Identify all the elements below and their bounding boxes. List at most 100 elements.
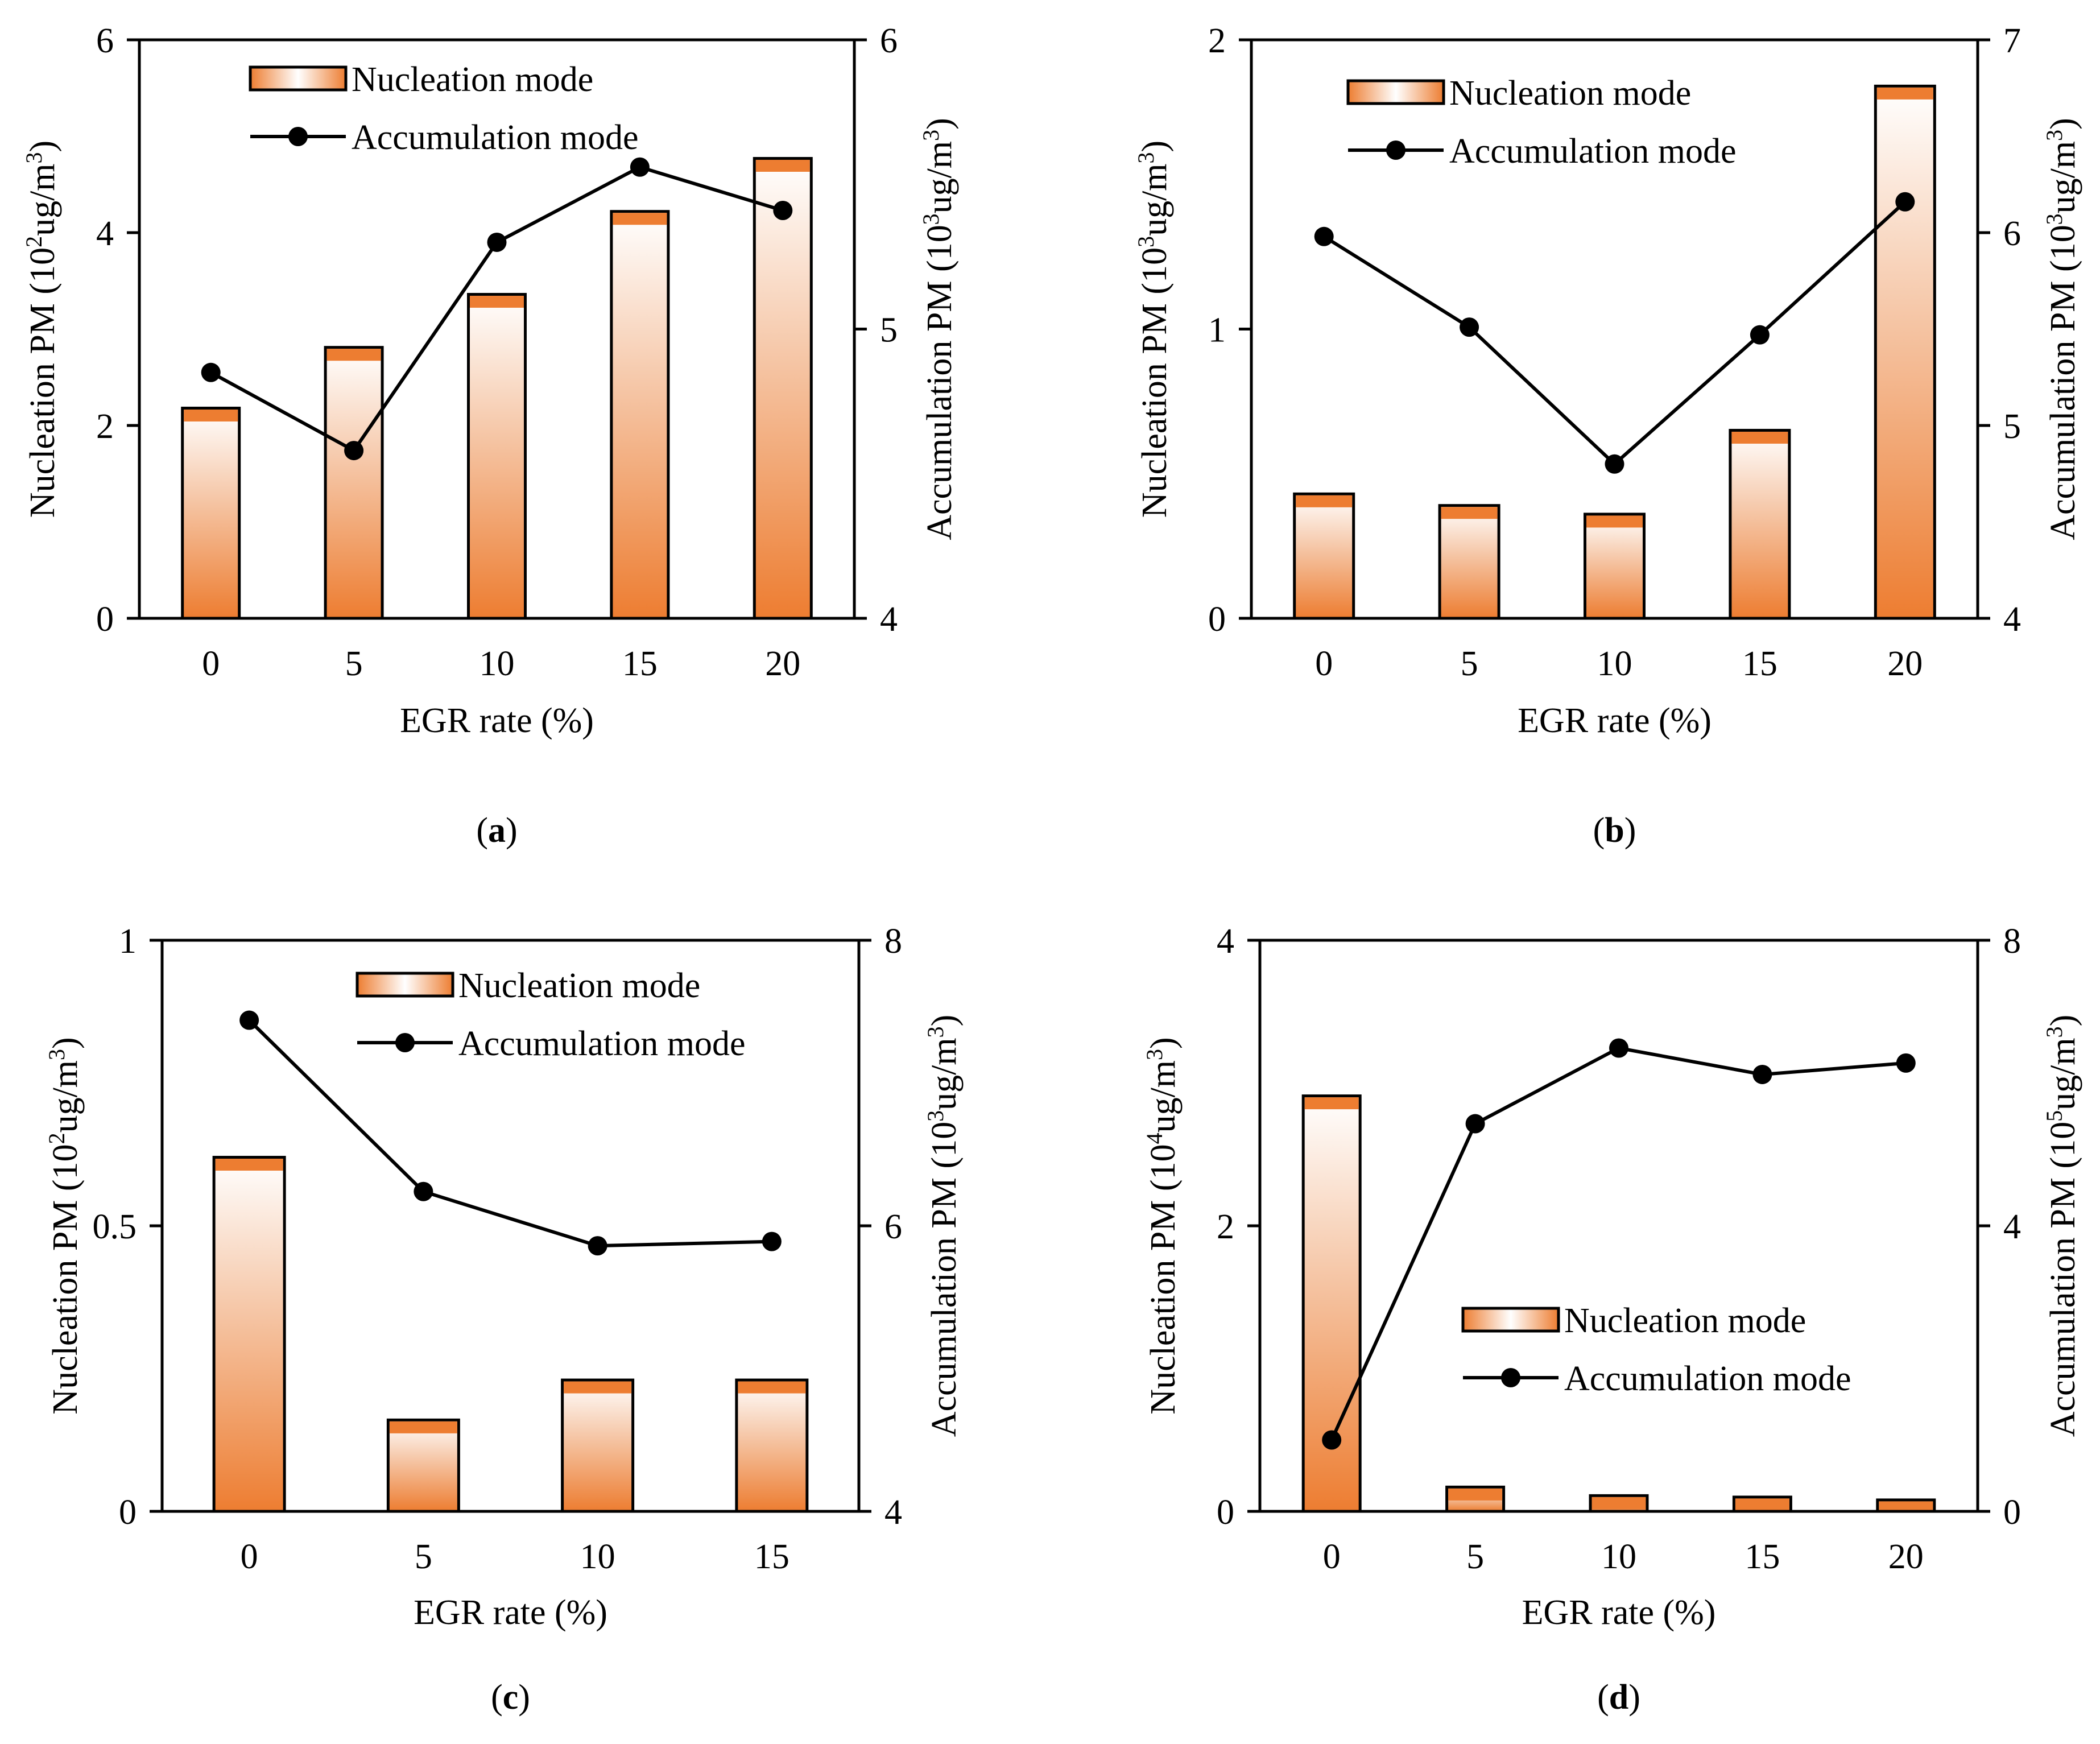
point-a-1 xyxy=(344,441,364,461)
bar-cap-b-0 xyxy=(1296,495,1353,507)
legend-label-bar-a: Nucleation mode xyxy=(352,60,593,99)
y-axis-right-text-d: Accumulation PM (105ug/m3) xyxy=(2041,1015,2082,1437)
bar-cap-c-2 xyxy=(564,1381,632,1394)
ytick-label-right-d-2: 8 xyxy=(2003,922,2021,961)
x-axis-label-d: EGR rate (%) xyxy=(1522,1593,1716,1632)
line-c xyxy=(248,1019,772,1248)
y-axis-right-text-a: Accumulation PM (103ug/m3) xyxy=(918,118,959,540)
ytick-label-right-b-3: 7 xyxy=(2003,22,2021,60)
xtick-label-d-1: 5 xyxy=(1466,1538,1484,1576)
bar-a-4 xyxy=(753,156,813,620)
legend-swatch-bar-a xyxy=(249,65,348,92)
ytick-label-left-c-0: 0 xyxy=(119,1493,137,1532)
legend-label-line-c: Accumulation mode xyxy=(458,1024,745,1063)
bar-a-2 xyxy=(467,292,527,620)
y-axis-left-text-c: Nucleation PM (102ug/m3) xyxy=(44,1037,85,1414)
xtick-label-c-2: 10 xyxy=(580,1538,615,1576)
ytick-label-right-c-0: 4 xyxy=(884,1493,902,1532)
xtick-label-c-1: 5 xyxy=(415,1538,432,1576)
ytick-label-left-d-0: 0 xyxy=(1217,1493,1234,1532)
bar-cap-d-1 xyxy=(1448,1488,1503,1501)
y-axis-right-text-c: Accumulation PM (103ug/m3) xyxy=(923,1015,964,1437)
y-axis-left-text-b: Nucleation PM (103ug/m3) xyxy=(1133,140,1174,518)
xtick-label-c-0: 0 xyxy=(241,1538,258,1576)
legend-label-bar-b: Nucleation mode xyxy=(1449,74,1691,113)
legend-label-line-a: Accumulation mode xyxy=(352,118,638,157)
ytick-label-left-c-2: 1 xyxy=(119,922,137,961)
legend-swatch-marker-c xyxy=(395,1033,415,1052)
ytick-label-right-d-0: 0 xyxy=(2003,1493,2021,1532)
bar-b-3 xyxy=(1729,428,1791,620)
y-axis-left-label-d: Nucleation PM (104ug/m3) xyxy=(1142,1037,1183,1414)
xtick-label-d-3: 15 xyxy=(1745,1538,1780,1576)
y-axis-right-text-b: Accumulation PM (103ug/m3) xyxy=(2041,118,2082,540)
chart-panel-c: 0 0.5 1 4 6 8 0 5 10 15 EGR rate (%) Nucleation PM … xyxy=(44,922,964,1717)
ytick-label-left-c-1: 0.5 xyxy=(93,1208,137,1246)
bar-c-2 xyxy=(561,1378,635,1513)
y-axis-left-label-a: Nucleation PM (102ug/m3) xyxy=(21,140,62,518)
xtick-label-a-4: 20 xyxy=(765,644,800,683)
bar-cap-c-1 xyxy=(389,1421,457,1433)
bar-c-1 xyxy=(386,1418,460,1513)
ytick-label-left-a-2: 4 xyxy=(96,214,114,253)
xtick-label-d-2: 10 xyxy=(1601,1538,1636,1576)
bar-cap-a-3 xyxy=(613,213,667,225)
point-d-3 xyxy=(1752,1064,1772,1084)
point-b-0 xyxy=(1314,226,1334,246)
ytick-label-left-b-0: 0 xyxy=(1208,600,1226,639)
legend-d: Nucleation mode Accumulation mode xyxy=(1461,1301,1851,1398)
ytick-label-left-a-3: 6 xyxy=(96,22,114,60)
legend-swatch-marker-d xyxy=(1501,1368,1520,1387)
bar-cap-a-1 xyxy=(326,349,381,361)
xtick-label-c-3: 15 xyxy=(754,1538,789,1576)
bar-cap-b-4 xyxy=(1876,87,1933,100)
legend-label-bar-c: Nucleation mode xyxy=(458,966,700,1005)
y-axis-left-text-a: Nucleation PM (102ug/m3) xyxy=(21,140,62,518)
y-axis-left-text-d: Nucleation PM (104ug/m3) xyxy=(1142,1037,1183,1414)
ytick-label-right-a-1: 5 xyxy=(880,311,898,350)
bar-c-0 xyxy=(212,1156,286,1513)
legend-b: Nucleation mode Accumulation mode xyxy=(1346,74,1736,171)
xtick-label-a-0: 0 xyxy=(202,644,220,683)
ytick-label-left-b-1: 1 xyxy=(1208,311,1226,350)
panel-label-a: (a) xyxy=(476,811,517,850)
point-d-1 xyxy=(1465,1114,1485,1134)
bar-a-1 xyxy=(324,346,384,620)
bar-cap-d-2 xyxy=(1591,1497,1646,1509)
ytick-label-right-b-1: 5 xyxy=(2003,407,2021,446)
point-c-3 xyxy=(762,1231,782,1251)
point-d-2 xyxy=(1609,1038,1628,1058)
point-b-3 xyxy=(1750,325,1770,345)
legend-label-line-b: Accumulation mode xyxy=(1449,132,1736,171)
ytick-label-left-d-1: 2 xyxy=(1217,1208,1234,1246)
panel-label-b: (b) xyxy=(1593,811,1636,850)
bar-cap-a-0 xyxy=(184,409,238,421)
chart-panel-b: 0 1 2 4 5 6 7 0 5 10 15 20 EGR rate (%) Nucleation PM… xyxy=(1133,22,2082,850)
ytick-label-right-d-1: 4 xyxy=(2003,1208,2021,1246)
bar-a-3 xyxy=(610,210,670,620)
xtick-label-b-4: 20 xyxy=(1887,644,1923,683)
bar-b-1 xyxy=(1438,504,1500,620)
point-d-0 xyxy=(1322,1430,1342,1450)
ytick-label-right-a-0: 4 xyxy=(880,600,898,639)
legend-swatch-bar-b xyxy=(1346,79,1445,105)
point-b-1 xyxy=(1460,317,1479,337)
plot-frame-d xyxy=(1258,939,1979,1513)
point-a-2 xyxy=(487,232,507,252)
x-axis-label-c: EGR rate (%) xyxy=(414,1593,607,1632)
xtick-label-a-1: 5 xyxy=(345,644,363,683)
bar-cap-b-2 xyxy=(1586,515,1643,528)
legend-swatch-marker-b xyxy=(1386,140,1405,160)
bar-cap-d-4 xyxy=(1879,1501,1933,1510)
y-axis-right-label-c: Accumulation PM (103ug/m3) xyxy=(923,1015,964,1437)
point-b-2 xyxy=(1605,454,1624,474)
bar-cap-d-0 xyxy=(1304,1097,1359,1110)
bar-cap-d-3 xyxy=(1735,1498,1789,1510)
x-axis-label-b: EGR rate (%) xyxy=(1518,701,1712,740)
xtick-label-a-3: 15 xyxy=(622,644,658,683)
bar-cap-c-3 xyxy=(738,1381,806,1394)
y-axis-right-label-a: Accumulation PM (103ug/m3) xyxy=(918,118,959,540)
line-b xyxy=(1323,200,1907,466)
bar-c-3 xyxy=(735,1378,809,1513)
